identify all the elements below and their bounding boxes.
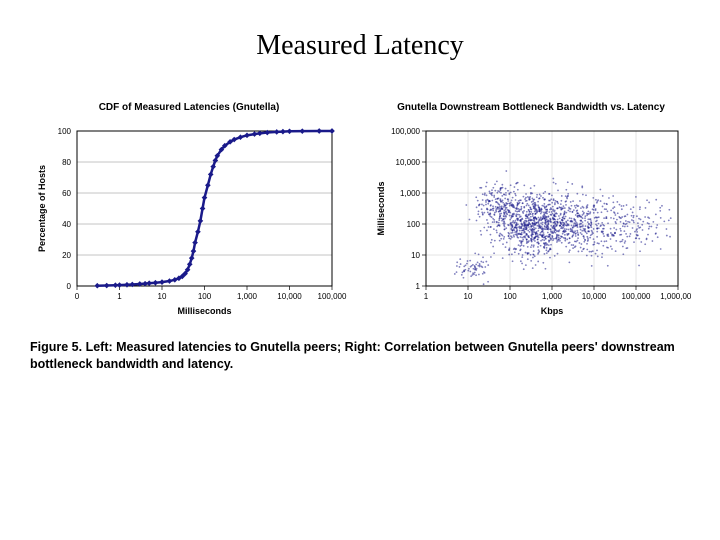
svg-text:100,000: 100,000	[622, 292, 651, 301]
svg-text:20: 20	[62, 251, 71, 260]
right-chart-container: Gnutella Downstream Bottleneck Bandwidth…	[371, 102, 691, 321]
svg-text:1,000: 1,000	[237, 292, 258, 301]
svg-text:100: 100	[503, 292, 517, 301]
svg-text:Kbps: Kbps	[541, 306, 564, 316]
svg-text:10: 10	[158, 292, 167, 301]
svg-text:1: 1	[117, 292, 122, 301]
svg-text:10,000: 10,000	[277, 292, 302, 301]
svg-text:100: 100	[198, 292, 212, 301]
left-chart-container: CDF of Measured Latencies (Gnutella) 0 20…	[29, 102, 349, 321]
svg-text:Milliseconds: Milliseconds	[177, 306, 231, 316]
charts-row: CDF of Measured Latencies (Gnutella) 0 20…	[0, 102, 720, 321]
svg-text:0: 0	[75, 292, 80, 301]
svg-text:10: 10	[411, 251, 420, 260]
svg-text:60: 60	[62, 189, 71, 198]
svg-text:10: 10	[464, 292, 473, 301]
svg-text:100: 100	[407, 220, 421, 229]
figure-caption: Figure 5. Left: Measured latencies to Gn…	[0, 321, 720, 373]
svg-text:1: 1	[416, 282, 421, 291]
right-chart-svg: 1 10 100 1,000 10,000 100,000 1,000,000 1 10 100 1…	[371, 121, 691, 321]
svg-text:1: 1	[424, 292, 429, 301]
svg-text:40: 40	[62, 220, 71, 229]
right-chart-title: Gnutella Downstream Bottleneck Bandwidth…	[371, 102, 691, 113]
svg-text:80: 80	[62, 158, 71, 167]
svg-text:100,000: 100,000	[318, 292, 347, 301]
svg-text:Milliseconds: Milliseconds	[376, 181, 386, 235]
svg-text:100: 100	[58, 127, 72, 136]
svg-text:1,000: 1,000	[400, 189, 421, 198]
svg-text:0: 0	[67, 282, 72, 291]
svg-text:100,000: 100,000	[391, 127, 420, 136]
svg-text:10,000: 10,000	[582, 292, 607, 301]
slide-title: Measured Latency	[0, 0, 720, 62]
svg-text:Percentage of Hosts: Percentage of Hosts	[37, 165, 47, 252]
svg-text:1,000,000: 1,000,000	[660, 292, 691, 301]
svg-text:1,000: 1,000	[542, 292, 563, 301]
svg-text:10,000: 10,000	[396, 158, 421, 167]
left-chart-svg: 0 20 40 60 80 100 0 1 10 100 1,000 10,000 100,000 Mil…	[29, 121, 349, 321]
left-chart-title: CDF of Measured Latencies (Gnutella)	[29, 102, 349, 113]
